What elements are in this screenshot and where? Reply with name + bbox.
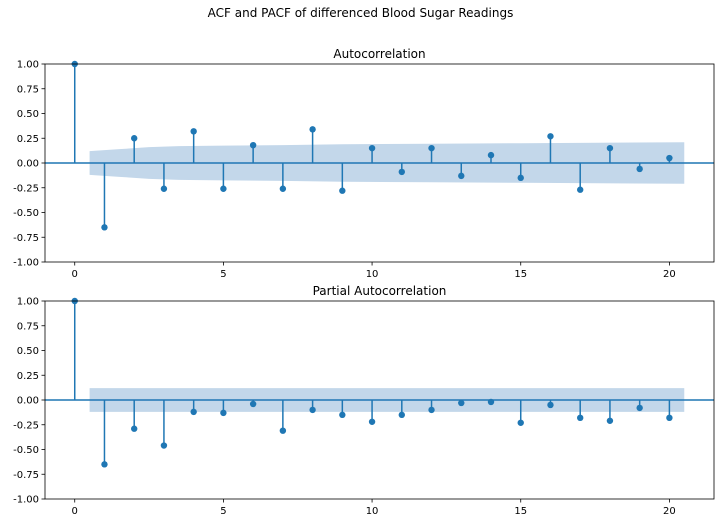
marker-lag-1 — [101, 461, 108, 468]
marker-lag-15 — [517, 419, 524, 426]
y-tick-label: 0.50 — [17, 109, 39, 120]
chart-panel-1: -1.00 -0.75 -0.50 -0.25 0.00 0.25 0.50 0.75 1.00… — [13, 47, 715, 280]
marker-lag-3 — [160, 442, 168, 449]
y-tick-label: 0.00 — [17, 159, 39, 170]
chart-panel-2: -1.00 -0.75 -0.50 -0.25 0.00 0.25 0.50 0.75 1.00… — [13, 284, 715, 517]
y-tick-label: -0.50 — [13, 208, 39, 219]
x-tick-label: 20 — [663, 506, 676, 517]
marker-lag-18 — [606, 417, 614, 424]
x-tick-label: 0 — [72, 506, 78, 517]
marker-lag-9 — [339, 411, 346, 419]
x-tick-label: 15 — [514, 506, 527, 517]
marker-lag-6 — [249, 400, 257, 408]
panel-title: Autocorrelation — [333, 47, 425, 61]
figure-title: ACF and PACF of differenced Blood Sugar … — [207, 6, 514, 20]
y-tick-label: 0.25 — [17, 134, 39, 145]
marker-lag-8 — [309, 406, 316, 414]
x-tick-label: 5 — [220, 269, 226, 280]
marker-lag-5 — [220, 409, 227, 417]
marker-lag-15 — [517, 174, 524, 182]
marker-lag-14 — [487, 398, 495, 406]
panel-title: Partial Autocorrelation — [313, 284, 447, 298]
x-tick-label: 0 — [72, 269, 78, 280]
y-tick-label: 1.00 — [17, 60, 39, 71]
y-tick-label: -0.75 — [13, 233, 39, 244]
marker-lag-7 — [279, 185, 287, 192]
y-tick-label: 0.75 — [17, 321, 39, 332]
y-tick-label: -1.00 — [13, 258, 39, 269]
marker-lag-9 — [339, 187, 346, 194]
y-tick-label: 0.00 — [17, 396, 39, 407]
marker-lag-20 — [666, 414, 673, 422]
y-tick-label: 0.75 — [17, 84, 39, 95]
marker-lag-19 — [636, 165, 643, 173]
marker-lag-13 — [458, 399, 465, 407]
y-tick-label: -0.50 — [13, 445, 39, 456]
y-tick-label: 0.25 — [17, 371, 39, 382]
x-tick-label: 10 — [366, 269, 379, 280]
x-tick-label: 15 — [514, 269, 527, 280]
marker-lag-3 — [160, 185, 168, 192]
marker-lag-4 — [190, 128, 197, 135]
marker-lag-2 — [131, 135, 138, 142]
x-tick-label: 5 — [220, 506, 226, 517]
y-tick-label: 1.00 — [17, 297, 39, 308]
marker-lag-11 — [398, 168, 405, 176]
y-tick-label: -0.25 — [13, 420, 39, 431]
y-tick-label: -0.75 — [13, 470, 39, 481]
marker-lag-16 — [547, 401, 554, 409]
marker-lag-12 — [428, 406, 435, 414]
x-tick-label: 10 — [366, 506, 379, 517]
marker-lag-20 — [666, 154, 673, 162]
x-tick-label: 20 — [663, 269, 676, 280]
marker-lag-12 — [428, 144, 435, 152]
marker-lag-13 — [458, 172, 465, 180]
marker-lag-10 — [368, 144, 376, 152]
marker-lag-4 — [190, 408, 197, 416]
marker-lag-19 — [636, 404, 643, 412]
marker-lag-8 — [309, 126, 316, 133]
marker-lag-5 — [220, 185, 227, 192]
marker-lag-16 — [547, 133, 554, 140]
marker-lag-17 — [577, 414, 584, 422]
marker-lag-17 — [577, 186, 584, 193]
marker-lag-7 — [279, 427, 287, 434]
marker-lag-2 — [131, 425, 138, 432]
y-tick-label: -0.25 — [13, 183, 39, 194]
y-tick-label: -1.00 — [13, 495, 39, 506]
marker-lag-14 — [487, 151, 495, 159]
marker-lag-10 — [368, 418, 376, 425]
marker-lag-11 — [398, 411, 405, 419]
marker-lag-1 — [101, 224, 108, 231]
marker-lag-18 — [606, 144, 614, 152]
marker-lag-6 — [249, 141, 257, 149]
y-tick-label: 0.50 — [17, 346, 39, 357]
